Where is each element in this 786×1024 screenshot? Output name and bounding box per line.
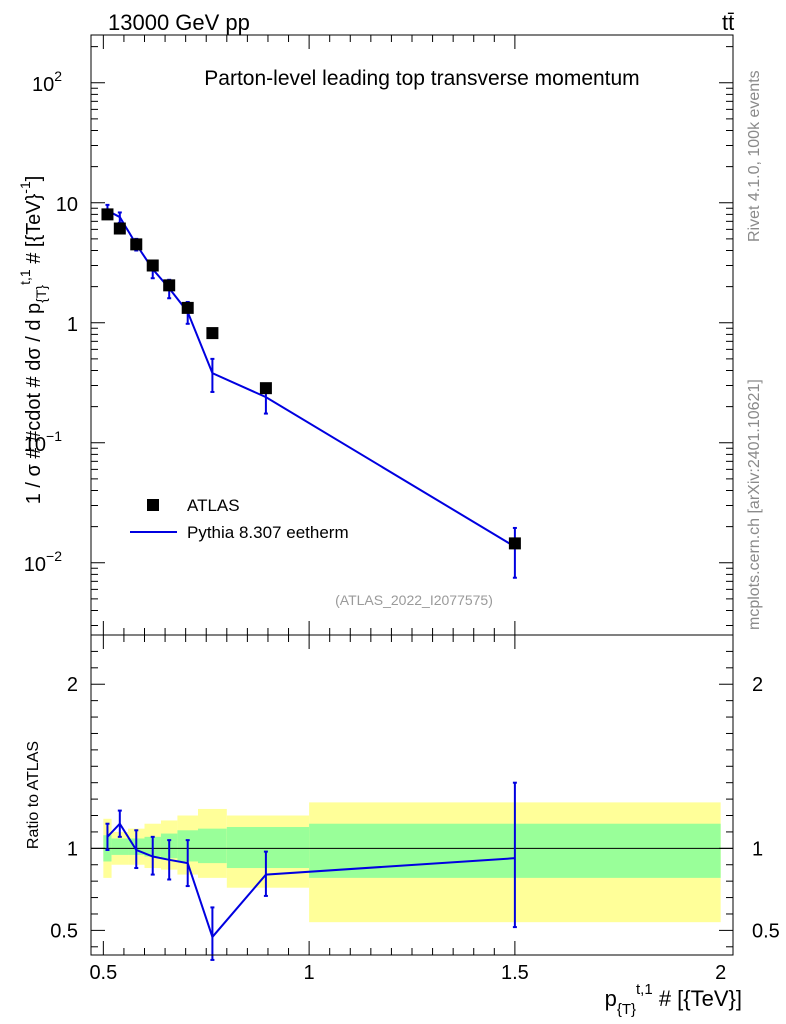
legend-marker-atlas: [147, 499, 159, 511]
y-tick-base: 10: [56, 194, 78, 216]
ratio-y-tick-label: 0.5: [752, 920, 780, 942]
y-tick-exponent: −1: [46, 428, 62, 444]
data-point: [163, 279, 176, 292]
ratio-y-tick-label: 0.5: [50, 920, 78, 942]
y-tick-base: 1: [67, 314, 78, 336]
y-tick-label: 1: [67, 314, 78, 336]
main-x-ticks: [102, 35, 516, 635]
band-inner: [198, 828, 227, 864]
ratio-bands: [103, 802, 721, 923]
y-tick-label: 102: [32, 68, 62, 96]
y-tick-label: 10−1: [24, 428, 62, 456]
ratio-y-tick-label: 1: [752, 838, 763, 860]
data-point: [508, 537, 521, 550]
data-point: [113, 222, 126, 235]
ratio-y-tick-label: 1: [67, 838, 78, 860]
source-url-label: mcplots.cern.ch [arXiv:2401.10621]: [746, 379, 763, 630]
ratio-y-axis-label: Ratio to ATLAS: [25, 741, 42, 849]
band-inner: [111, 838, 129, 855]
y-tick-base: 10: [24, 434, 46, 456]
rivet-version-label: Rivet 4.1.0, 100k events: [746, 70, 763, 242]
main-y-axis-label: 1 / σ # #cdot # dσ / d p{T}t,1 # [{TeV}-…: [17, 176, 49, 505]
energy-label: 13000 GeV pp: [108, 10, 250, 35]
x-tick-label: 2: [715, 962, 726, 984]
legend: ATLAS Pythia 8.307 eetherm: [130, 496, 349, 542]
data-point: [101, 208, 114, 221]
data-point: [146, 259, 159, 272]
y-tick-label: 10: [56, 194, 78, 216]
x-tick-label: 1: [304, 962, 315, 984]
x-tick-label: 1.5: [501, 962, 529, 984]
y-tick-exponent: −2: [46, 548, 62, 564]
main-frame: [90, 34, 734, 636]
ratio-mc-series: [105, 781, 517, 961]
legend-label-atlas: ATLAS: [187, 496, 240, 515]
process-label: tt̄: [722, 10, 734, 35]
ratio-y-ticks: 0.5 0.5 1 1 2 2: [50, 650, 780, 948]
ratio-panel: 0.5 0.5 1 1 2 2 0.5 1 1.5 2 Ratio to ATLAS p{T}t…: [25, 634, 780, 1018]
mc-line: [106, 209, 516, 548]
x-axis-label: p{T}t,1 # [{TeV}]: [605, 981, 742, 1018]
data-point: [130, 238, 143, 251]
y-tick-base: 10: [24, 554, 46, 576]
y-tick-exponent: 2: [54, 68, 62, 84]
x-tick-label: 0.5: [89, 962, 117, 984]
data-point: [181, 301, 194, 314]
analysis-label: (ATLAS_2022_I2077575): [335, 592, 493, 608]
data-point: [259, 382, 272, 395]
ratio-y-tick-label: 2: [67, 674, 78, 696]
y-tick-label: 10−2: [24, 548, 62, 576]
data-series: [101, 208, 521, 550]
legend-label-pythia: Pythia 8.307 eetherm: [187, 523, 349, 542]
ratio-x-ticks: 0.5 1 1.5 2: [89, 635, 726, 984]
ratio-y-tick-label: 2: [752, 674, 763, 696]
band-inner: [226, 827, 310, 869]
y-tick-base: 10: [32, 74, 54, 96]
data-point: [206, 327, 219, 340]
mc-series: [105, 203, 517, 579]
chart-title: Parton-level leading top transverse mome…: [204, 67, 639, 90]
